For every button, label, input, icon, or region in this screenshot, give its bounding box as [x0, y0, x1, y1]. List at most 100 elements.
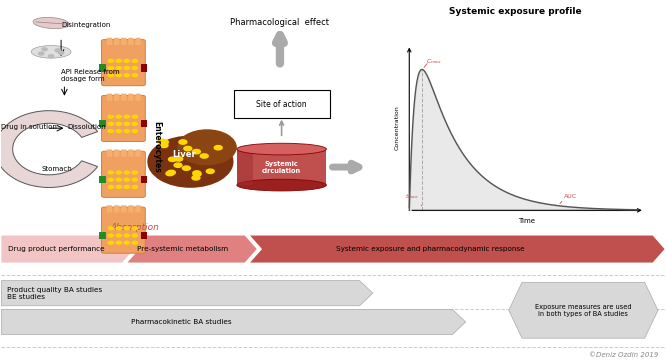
- Circle shape: [158, 139, 166, 143]
- FancyBboxPatch shape: [114, 150, 119, 157]
- Circle shape: [124, 122, 129, 125]
- Polygon shape: [250, 236, 665, 262]
- Text: Drug product performance: Drug product performance: [8, 246, 105, 252]
- Circle shape: [116, 178, 121, 181]
- Circle shape: [124, 234, 129, 237]
- Circle shape: [200, 154, 208, 158]
- Circle shape: [132, 234, 137, 237]
- FancyBboxPatch shape: [135, 150, 141, 157]
- FancyBboxPatch shape: [101, 151, 145, 197]
- Text: $C_{max}$: $C_{max}$: [426, 57, 442, 66]
- Circle shape: [161, 140, 168, 144]
- Circle shape: [116, 171, 121, 174]
- Circle shape: [132, 227, 137, 230]
- Circle shape: [124, 185, 129, 188]
- FancyBboxPatch shape: [114, 38, 119, 45]
- Circle shape: [174, 157, 182, 161]
- Circle shape: [132, 178, 137, 181]
- Circle shape: [108, 241, 113, 244]
- Circle shape: [116, 241, 121, 244]
- FancyBboxPatch shape: [121, 150, 127, 157]
- Circle shape: [116, 115, 121, 118]
- Text: Liver: Liver: [172, 150, 196, 159]
- Text: Exposure measures are used
in both types of BA studies: Exposure measures are used in both types…: [535, 304, 631, 317]
- FancyBboxPatch shape: [121, 94, 127, 101]
- FancyBboxPatch shape: [129, 38, 134, 45]
- Circle shape: [108, 74, 113, 77]
- Bar: [99, 232, 105, 239]
- Circle shape: [193, 171, 201, 175]
- Circle shape: [132, 122, 137, 125]
- Circle shape: [108, 122, 113, 125]
- Circle shape: [116, 185, 121, 188]
- Circle shape: [116, 60, 121, 62]
- Circle shape: [124, 130, 129, 132]
- Circle shape: [108, 171, 113, 174]
- Text: Systemic exposure and pharmacodynamic response: Systemic exposure and pharmacodynamic re…: [336, 246, 525, 252]
- Text: Dissolution: Dissolution: [68, 124, 107, 130]
- Circle shape: [192, 150, 200, 154]
- Text: AUC: AUC: [563, 195, 577, 200]
- Circle shape: [132, 171, 137, 174]
- Text: Site of action: Site of action: [256, 99, 307, 109]
- Circle shape: [124, 227, 129, 230]
- Circle shape: [124, 171, 129, 174]
- Circle shape: [124, 241, 129, 244]
- Text: Time: Time: [519, 218, 535, 224]
- Bar: [141, 232, 147, 239]
- Circle shape: [184, 146, 192, 151]
- Circle shape: [168, 157, 176, 162]
- FancyBboxPatch shape: [107, 150, 112, 157]
- FancyBboxPatch shape: [121, 38, 127, 45]
- Bar: [237, 149, 326, 185]
- Bar: [141, 120, 147, 127]
- Text: ©Deniz Ozdin 2019: ©Deniz Ozdin 2019: [589, 352, 658, 358]
- FancyBboxPatch shape: [129, 150, 134, 157]
- Polygon shape: [1, 236, 134, 262]
- Circle shape: [206, 169, 214, 174]
- Bar: [237, 149, 253, 185]
- Circle shape: [49, 55, 54, 58]
- Text: Absorption: Absorption: [111, 223, 160, 232]
- Circle shape: [132, 130, 137, 132]
- Circle shape: [108, 60, 113, 62]
- Circle shape: [116, 122, 121, 125]
- Text: Product quality BA studies
BE studies: Product quality BA studies BE studies: [7, 287, 102, 300]
- FancyBboxPatch shape: [114, 94, 119, 101]
- Bar: [99, 120, 105, 127]
- Circle shape: [132, 74, 137, 77]
- Circle shape: [132, 241, 137, 244]
- Circle shape: [160, 143, 168, 147]
- FancyBboxPatch shape: [107, 205, 112, 212]
- Circle shape: [124, 115, 129, 118]
- Circle shape: [59, 52, 64, 54]
- Ellipse shape: [237, 179, 326, 191]
- Circle shape: [132, 115, 137, 118]
- Text: Enterocytes: Enterocytes: [153, 121, 162, 172]
- FancyBboxPatch shape: [234, 90, 330, 118]
- Text: Systemic
circulation: Systemic circulation: [262, 160, 301, 174]
- Circle shape: [124, 60, 129, 62]
- Circle shape: [132, 185, 137, 188]
- Circle shape: [108, 66, 113, 69]
- Polygon shape: [1, 309, 466, 335]
- Text: Concentration: Concentration: [395, 105, 400, 150]
- Text: $t_{max}$: $t_{max}$: [405, 192, 419, 201]
- FancyBboxPatch shape: [107, 94, 112, 101]
- FancyBboxPatch shape: [135, 38, 141, 45]
- Polygon shape: [0, 111, 98, 187]
- Circle shape: [116, 234, 121, 237]
- Circle shape: [116, 66, 121, 69]
- Circle shape: [193, 172, 201, 176]
- Text: Pharmacological  effect: Pharmacological effect: [230, 17, 330, 26]
- FancyBboxPatch shape: [114, 205, 119, 212]
- Text: Drug in solution: Drug in solution: [1, 124, 57, 130]
- Text: Stomach: Stomach: [41, 166, 72, 172]
- Circle shape: [108, 185, 113, 188]
- Circle shape: [108, 130, 113, 132]
- Circle shape: [214, 146, 222, 150]
- Ellipse shape: [33, 17, 69, 29]
- FancyBboxPatch shape: [135, 94, 141, 101]
- FancyBboxPatch shape: [101, 207, 145, 253]
- Circle shape: [116, 130, 121, 132]
